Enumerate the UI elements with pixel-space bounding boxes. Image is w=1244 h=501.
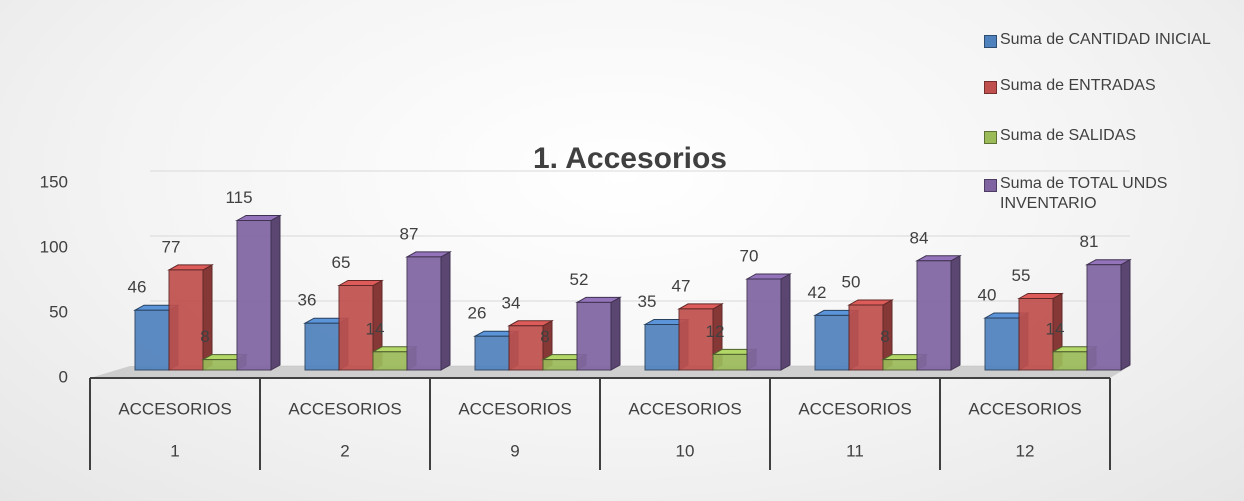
legend-entry: Suma de TOTAL UNDS INVENTARIO — [984, 174, 1242, 214]
data-label: 34 — [502, 293, 521, 312]
legend-label: Suma de SALIDAS — [1000, 127, 1137, 144]
y-tick-label: 50 — [49, 302, 68, 321]
bar — [236, 220, 272, 371]
data-label: 65 — [332, 253, 351, 272]
bar-side — [610, 296, 621, 371]
legend-swatch — [984, 179, 997, 192]
data-label: 70 — [740, 246, 759, 265]
data-label: 40 — [978, 285, 997, 304]
legend-swatch — [984, 35, 997, 48]
data-label: 52 — [570, 270, 589, 289]
bar — [848, 304, 884, 371]
legend-label: Suma de ENTRADAS — [1000, 77, 1156, 94]
bar — [916, 260, 952, 371]
y-tick-label: 150 — [40, 172, 68, 191]
bar — [1018, 298, 1054, 371]
chart-title: 1. Accesorios — [533, 142, 727, 175]
data-label: 14 — [366, 319, 385, 338]
data-label: 8 — [200, 327, 209, 346]
bar-side — [202, 264, 213, 371]
bar — [338, 285, 374, 371]
data-label: 84 — [910, 228, 929, 247]
bar — [882, 359, 918, 371]
x-tick-label: ACCESORIOS — [628, 399, 741, 418]
legend-swatch — [984, 81, 997, 94]
y-tick-label: 0 — [59, 367, 68, 386]
bar-side — [1120, 258, 1131, 371]
x-tick-label: ACCESORIOS — [458, 399, 571, 418]
x-tick-label: 11 — [846, 441, 864, 460]
bar-side — [440, 251, 451, 371]
bar — [576, 301, 612, 371]
legend-entry: Suma de ENTRADAS — [984, 76, 1156, 96]
data-label: 55 — [1012, 266, 1031, 285]
x-tick-label: ACCESORIOS — [288, 399, 401, 418]
bar — [746, 278, 782, 371]
bar — [644, 324, 680, 371]
data-label: 8 — [540, 327, 549, 346]
bar — [304, 322, 340, 371]
x-tick-label: ACCESORIOS — [118, 399, 231, 418]
data-label: 77 — [162, 237, 181, 256]
bar — [1052, 351, 1088, 371]
data-label: 12 — [706, 322, 725, 341]
x-tick-label: 1 — [170, 441, 179, 460]
bar — [984, 317, 1020, 371]
x-tick-label: ACCESORIOS — [798, 399, 911, 418]
bar — [814, 314, 850, 371]
bar — [508, 325, 544, 371]
x-tick-label: ACCESORIOS — [968, 399, 1081, 418]
bar — [168, 269, 204, 371]
bar — [406, 256, 442, 371]
bar — [678, 308, 714, 371]
data-label: 81 — [1080, 232, 1099, 251]
data-label: 8 — [880, 327, 889, 346]
data-label: 50 — [842, 272, 861, 291]
bar — [1086, 264, 1122, 371]
bar — [474, 335, 510, 371]
data-label: 42 — [808, 283, 827, 302]
data-label: 35 — [638, 292, 657, 311]
x-tick-label: 2 — [340, 441, 349, 460]
x-tick-label: 12 — [1016, 441, 1035, 460]
legend-label: Suma de TOTAL UNDS INVENTARIO — [1000, 175, 1168, 212]
data-label: 36 — [298, 291, 317, 310]
bar — [134, 309, 170, 371]
bar-side — [270, 214, 281, 371]
data-label: 26 — [468, 304, 487, 323]
bar-side — [780, 273, 791, 371]
data-label: 115 — [225, 188, 252, 207]
y-tick-label: 100 — [40, 237, 68, 256]
legend-entry: Suma de SALIDAS — [984, 126, 1136, 146]
legend-entry: Suma de CANTIDAD INICIAL — [984, 30, 1211, 50]
data-label: 47 — [672, 276, 691, 295]
bar — [372, 351, 408, 371]
bar-side — [950, 254, 961, 371]
bar — [542, 359, 578, 371]
data-label: 46 — [128, 278, 147, 297]
data-label: 14 — [1046, 319, 1065, 338]
legend-swatch — [984, 131, 997, 144]
legend-label: Suma de CANTIDAD INICIAL — [1000, 31, 1211, 48]
x-tick-label: 9 — [510, 441, 519, 460]
x-tick-label: 10 — [676, 441, 695, 460]
bar — [712, 353, 748, 371]
bar — [202, 359, 238, 371]
data-label: 87 — [400, 224, 419, 243]
